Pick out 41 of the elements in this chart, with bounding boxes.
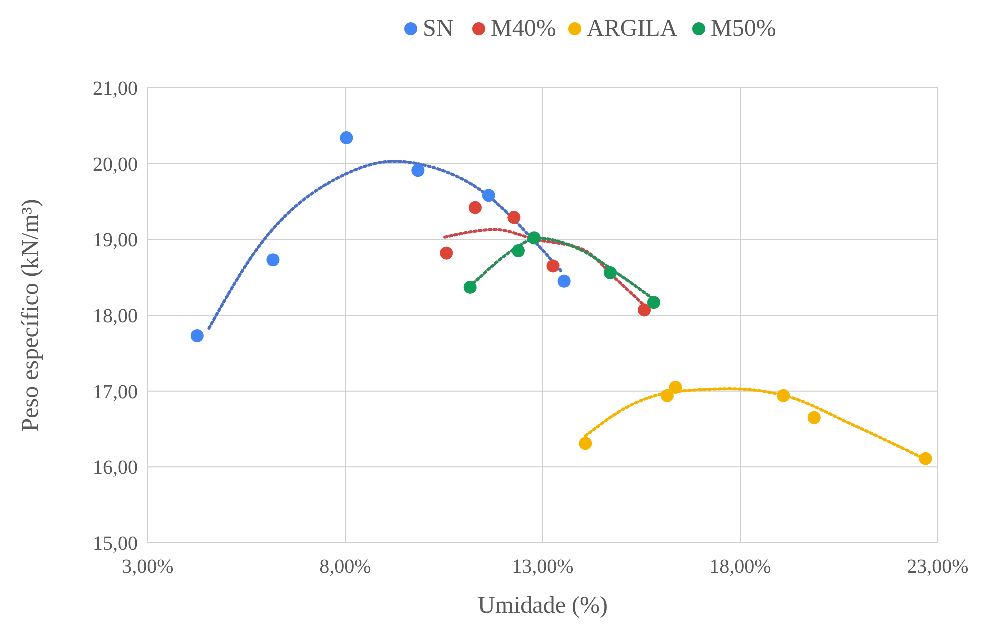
y-tick-label: 17,00 — [93, 381, 138, 404]
x-tick-label: 13,00% — [512, 556, 574, 578]
point — [482, 189, 496, 202]
point — [266, 254, 280, 267]
point — [468, 201, 482, 214]
y-tick-label: 16,00 — [93, 457, 138, 480]
point — [638, 304, 652, 317]
point — [508, 211, 521, 224]
y-tick-label: 18,00 — [93, 306, 138, 328]
point — [558, 274, 571, 288]
point — [579, 437, 592, 450]
point — [190, 329, 204, 342]
point — [440, 246, 454, 260]
x-tick-label: 23,00% — [907, 556, 969, 578]
y-tick-label: 15,00 — [93, 533, 138, 555]
x-tick-label: 18,00% — [710, 556, 772, 578]
point — [546, 260, 560, 273]
point — [512, 244, 526, 258]
x-tick-label: 3,00% — [122, 556, 174, 578]
legend-label: SN — [423, 16, 454, 42]
point — [604, 266, 618, 280]
point — [808, 411, 821, 424]
legend-label: ARGILA — [587, 16, 678, 42]
y-tick-label: 21,00 — [93, 78, 138, 100]
y-tick-label: 20,00 — [93, 154, 138, 176]
point — [464, 280, 477, 294]
x-axis-title: Umidade (%) — [478, 593, 608, 619]
line-series — [208, 160, 564, 330]
legend-label: M50% — [711, 16, 776, 42]
point — [528, 232, 541, 245]
point — [647, 296, 660, 310]
point — [340, 132, 354, 145]
point — [919, 452, 932, 466]
x-tick-label: 8,00% — [320, 556, 372, 578]
legend-label: M40% — [491, 16, 556, 42]
point — [777, 389, 790, 402]
point — [669, 381, 682, 394]
point — [660, 389, 674, 402]
point — [412, 164, 425, 178]
y-axis-title: Peso específico (kN/m³) — [18, 199, 44, 432]
y-tick-label: 19,00 — [93, 230, 138, 252]
